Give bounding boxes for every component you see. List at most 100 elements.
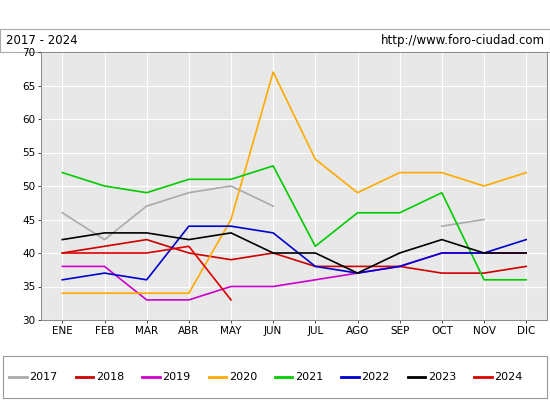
Line: 2021: 2021 (62, 166, 526, 280)
2021 (438, 190, 445, 195)
2022 (59, 277, 65, 282)
2019 (438, 250, 445, 255)
2023 (228, 230, 234, 235)
2022 (270, 230, 277, 235)
2019 (481, 250, 487, 255)
2021 (481, 277, 487, 282)
2023 (185, 237, 192, 242)
2019 (354, 271, 361, 276)
2022 (312, 264, 318, 269)
2020 (228, 217, 234, 222)
Text: 2017 - 2024: 2017 - 2024 (6, 34, 77, 47)
2018 (397, 264, 403, 269)
2021 (228, 177, 234, 182)
2024 (228, 298, 234, 302)
2020 (397, 170, 403, 175)
2018 (481, 271, 487, 276)
2018 (523, 264, 530, 269)
2020 (354, 190, 361, 195)
2017 (101, 237, 108, 242)
Line: 2024: 2024 (62, 246, 231, 300)
2020 (523, 170, 530, 175)
2018 (185, 250, 192, 255)
Text: Evolucion del paro registrado en Beniflá: Evolucion del paro registrado en Beniflá (114, 6, 436, 22)
2023 (59, 237, 65, 242)
Text: http://www.foro-ciudad.com: http://www.foro-ciudad.com (381, 34, 544, 47)
2019 (185, 298, 192, 302)
2020 (185, 291, 192, 296)
2018 (101, 244, 108, 249)
2024 (101, 250, 108, 255)
2017 (228, 184, 234, 188)
2019 (144, 298, 150, 302)
Line: 2018: 2018 (62, 240, 526, 273)
2020 (59, 291, 65, 296)
2022 (144, 277, 150, 282)
2024 (144, 250, 150, 255)
2023 (312, 250, 318, 255)
2018 (438, 271, 445, 276)
Line: 2022: 2022 (62, 226, 526, 280)
2021 (312, 244, 318, 249)
2021 (185, 177, 192, 182)
2017 (144, 204, 150, 208)
2018 (59, 250, 65, 255)
2021 (354, 210, 361, 215)
Text: 2021: 2021 (295, 372, 323, 382)
2021 (270, 164, 277, 168)
2022 (101, 271, 108, 276)
Text: 2023: 2023 (428, 372, 456, 382)
2022 (354, 271, 361, 276)
2021 (59, 170, 65, 175)
2019 (270, 284, 277, 289)
2021 (144, 190, 150, 195)
2022 (185, 224, 192, 228)
2022 (523, 237, 530, 242)
2021 (523, 277, 530, 282)
2023 (438, 237, 445, 242)
2020 (481, 184, 487, 188)
2019 (397, 264, 403, 269)
2020 (312, 157, 318, 162)
2017 (185, 190, 192, 195)
2022 (481, 250, 487, 255)
2018 (144, 237, 150, 242)
Line: 2019: 2019 (62, 253, 526, 300)
2019 (228, 284, 234, 289)
2020 (270, 70, 277, 74)
2020 (438, 170, 445, 175)
2022 (438, 250, 445, 255)
2017 (270, 204, 277, 208)
2022 (228, 224, 234, 228)
2019 (312, 277, 318, 282)
Text: 2018: 2018 (96, 372, 124, 382)
2018 (270, 250, 277, 255)
2020 (144, 291, 150, 296)
2023 (523, 250, 530, 255)
Text: 2024: 2024 (494, 372, 523, 382)
2019 (59, 264, 65, 269)
Text: 2019: 2019 (162, 372, 190, 382)
2019 (101, 264, 108, 269)
Line: 2020: 2020 (62, 72, 526, 293)
2021 (397, 210, 403, 215)
2023 (101, 230, 108, 235)
Text: 2020: 2020 (229, 372, 257, 382)
2022 (397, 264, 403, 269)
2018 (228, 257, 234, 262)
2021 (101, 184, 108, 188)
2023 (481, 250, 487, 255)
2018 (312, 264, 318, 269)
2023 (270, 250, 277, 255)
2023 (354, 271, 361, 276)
Text: 2022: 2022 (361, 372, 390, 382)
2024 (185, 244, 192, 249)
2024 (59, 250, 65, 255)
2023 (144, 230, 150, 235)
Line: 2023: 2023 (62, 233, 526, 273)
Text: 2017: 2017 (30, 372, 58, 382)
2019 (523, 250, 530, 255)
2017 (59, 210, 65, 215)
2018 (354, 264, 361, 269)
Line: 2017: 2017 (62, 186, 273, 240)
